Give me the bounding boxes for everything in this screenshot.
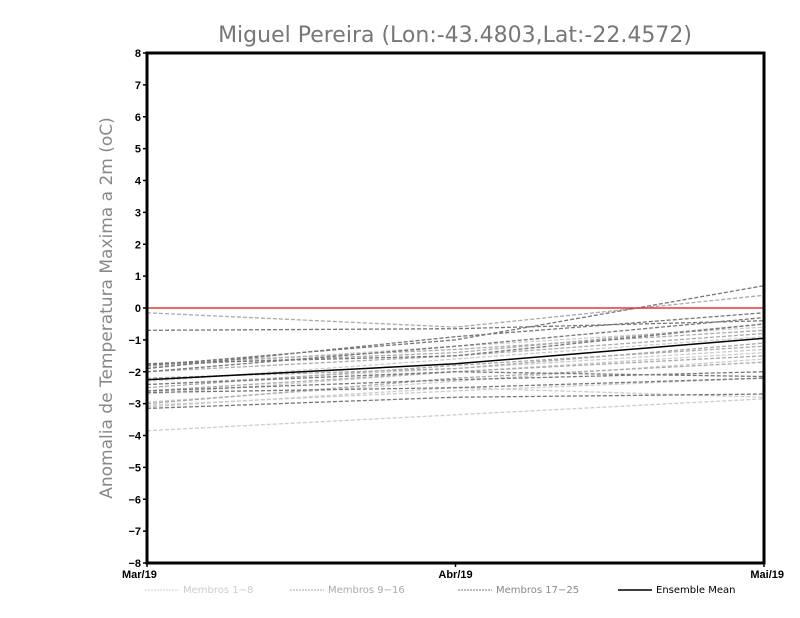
y-tick-label: 5	[135, 144, 141, 156]
y-tick-label: 3	[135, 207, 141, 219]
y-tick-label: −7	[128, 526, 141, 538]
legend-label-3: Membros 17−25	[496, 585, 579, 596]
member-line-group3-1	[146, 320, 765, 331]
member-line-group2-1	[146, 294, 765, 328]
y-tick-label: −1	[128, 335, 141, 347]
y-axis-label: Anomalia de Temperatura Maxima a 2m (oC)	[97, 117, 117, 499]
y-tick-label: −3	[128, 399, 141, 411]
legend-label-4: Ensemble Mean	[656, 585, 735, 596]
member-line-group2-6	[146, 329, 765, 365]
x-tick-label: Mai/19	[750, 569, 784, 581]
member-line-group3-3	[146, 377, 765, 394]
y-tick-label: 2	[135, 239, 141, 251]
legend-label-1: Membros 1−8	[183, 585, 253, 596]
y-tick-label: −4	[128, 431, 141, 443]
y-tick-label: 7	[135, 80, 141, 92]
legend: Membros 1−8 Membros 9−16 Membros 17−25 Ense…	[145, 585, 735, 596]
member-line-group1-1	[146, 398, 765, 432]
x-tick-label: Abr/19	[438, 569, 472, 581]
member-line-group3-5	[146, 323, 765, 365]
member-line-group2-7	[146, 361, 765, 405]
y-tick-label: 4	[135, 176, 142, 188]
ensemble-mean-line	[146, 337, 765, 381]
legend-label-2: Membros 9−16	[328, 585, 405, 596]
y-tick-label: −6	[128, 494, 141, 506]
member-line-group3-6	[146, 316, 765, 373]
member-line-group3-4	[146, 393, 765, 410]
member-line-group3-7	[146, 371, 765, 386]
member-line-group3-9	[146, 371, 765, 392]
y-tick-label: 0	[135, 303, 141, 315]
x-tick-label: Mar/19	[122, 569, 157, 581]
member-line-group3-2	[146, 285, 765, 367]
y-tick-label: 6	[135, 112, 141, 124]
plot-lines	[146, 285, 765, 432]
member-line-group3-8	[146, 312, 765, 370]
y-tick-label: −8	[128, 558, 141, 570]
y-tick-label: 8	[135, 48, 141, 60]
y-tick-label: 1	[135, 271, 141, 283]
y-tick-label: −2	[128, 367, 141, 379]
y-tick-label: −5	[128, 462, 141, 474]
chart-title: Miguel Pereira (Lon:-43.4803,Lat:-22.457…	[218, 23, 692, 48]
